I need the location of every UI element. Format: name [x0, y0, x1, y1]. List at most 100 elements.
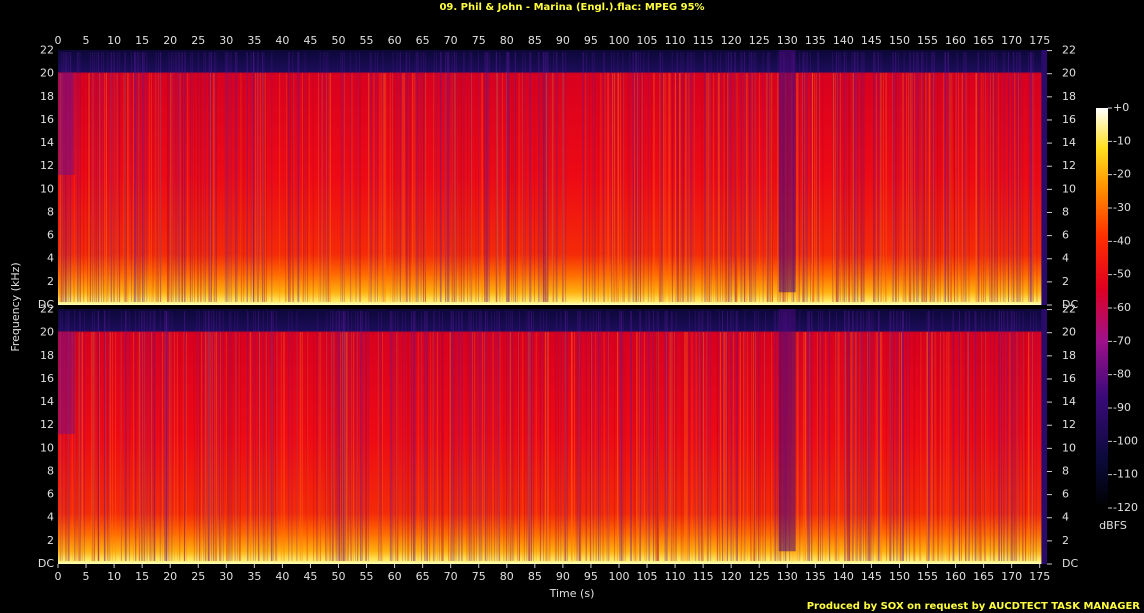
y-tick-label: 8 — [47, 464, 54, 477]
y-tick-label: 12 — [1062, 418, 1076, 431]
x-tick-label: 60 — [388, 570, 402, 583]
x-tick-label: 5 — [83, 34, 90, 47]
x-tick-label: 100 — [608, 34, 629, 47]
y-tick-label: 22 — [1062, 303, 1076, 316]
x-tick-label: 80 — [500, 570, 514, 583]
y-tick-label: 16 — [40, 372, 54, 385]
colorbar-label: dBFS — [1099, 519, 1127, 532]
y-tick-label: 2 — [1062, 534, 1069, 547]
x-tick-label: 120 — [721, 570, 742, 583]
y-tick-label: 6 — [47, 488, 54, 501]
x-tick-label: 150 — [889, 570, 910, 583]
x-tick-label: 30 — [219, 570, 233, 583]
x-tick-label: 25 — [191, 570, 205, 583]
y-tick-label: 18 — [1062, 349, 1076, 362]
y-tick-label: 14 — [40, 136, 54, 149]
spectrogram-panel — [58, 309, 1047, 564]
y-tick-label: DC — [38, 557, 54, 570]
y-tick-label: 14 — [40, 395, 54, 408]
x-tick-label: 125 — [749, 34, 770, 47]
y-tick-label: 6 — [1062, 488, 1069, 501]
y-tick-label: 2 — [1062, 275, 1069, 288]
x-tick-label: 35 — [247, 34, 261, 47]
x-tick-label: 105 — [637, 570, 658, 583]
y-tick-label: 12 — [1062, 159, 1076, 172]
texture — [778, 309, 796, 552]
colorbar-tick-label: -10 — [1113, 134, 1131, 147]
x-tick-label: 120 — [721, 34, 742, 47]
texture — [58, 331, 75, 434]
x-tick-label: 80 — [500, 34, 514, 47]
x-tick-label: 85 — [528, 570, 542, 583]
x-tick-label: 60 — [388, 34, 402, 47]
y-tick-label: DC — [38, 298, 54, 311]
y-tick-label: 12 — [40, 418, 54, 431]
x-tick-label: 90 — [556, 34, 570, 47]
y-tick-label: 16 — [1062, 113, 1076, 126]
y-tick-label: 4 — [1062, 252, 1069, 265]
x-tick-label: 40 — [275, 570, 289, 583]
y-tick-label: 10 — [40, 441, 54, 454]
x-tick-label: 45 — [303, 34, 317, 47]
y-tick-label: 20 — [40, 67, 54, 80]
y-tick-label: 6 — [1062, 229, 1069, 242]
footer: Produced by SOX on request by AUCDTECT T… — [807, 601, 1141, 612]
y-tick-label: 4 — [1062, 511, 1069, 524]
x-tick-label: 55 — [360, 34, 374, 47]
y-tick-label: 18 — [1062, 90, 1076, 103]
x-tick-label: 110 — [665, 570, 686, 583]
texture — [1041, 50, 1047, 305]
x-tick-label: 145 — [861, 570, 882, 583]
x-tick-label: 115 — [693, 34, 714, 47]
colorbar-tick-label: -60 — [1113, 301, 1131, 314]
y-tick-label: 18 — [40, 90, 54, 103]
colorbar-tick-label: -50 — [1113, 268, 1131, 281]
x-tick-label: 5 — [83, 570, 90, 583]
x-tick-label: 165 — [973, 34, 994, 47]
colorbar-tick-label: -120 — [1113, 501, 1138, 514]
x-tick-label: 100 — [608, 570, 629, 583]
texture — [58, 72, 75, 175]
y-tick-label: 14 — [1062, 136, 1076, 149]
x-tick-label: 85 — [528, 34, 542, 47]
x-tick-label: 135 — [805, 570, 826, 583]
x-tick-label: 75 — [472, 570, 486, 583]
y-tick-label: 8 — [1062, 205, 1069, 218]
y-tick-label: 2 — [47, 275, 54, 288]
y-tick-label: DC — [1062, 557, 1078, 570]
y-tick-label: 14 — [1062, 395, 1076, 408]
x-tick-label: 110 — [665, 34, 686, 47]
x-tick-label: 15 — [135, 34, 149, 47]
y-tick-label: 8 — [1062, 464, 1069, 477]
y-tick-label: 16 — [1062, 372, 1076, 385]
texture — [1041, 309, 1047, 564]
x-tick-label: 50 — [331, 570, 345, 583]
y-tick-label: 20 — [1062, 326, 1076, 339]
y-tick-label: 6 — [47, 229, 54, 242]
x-tick-label: 165 — [973, 570, 994, 583]
x-tick-label: 30 — [219, 34, 233, 47]
x-tick-label: 125 — [749, 570, 770, 583]
x-tick-label: 130 — [777, 34, 798, 47]
x-tick-label: 105 — [637, 34, 658, 47]
x-axis-label: Time (s) — [549, 587, 595, 600]
colorbar-tick-label: -100 — [1113, 434, 1138, 447]
x-tick-label: 115 — [693, 570, 714, 583]
x-tick-label: 20 — [163, 570, 177, 583]
x-tick-label: 155 — [917, 34, 938, 47]
x-tick-label: 0 — [55, 570, 62, 583]
y-tick-label: 18 — [40, 349, 54, 362]
y-tick-label: 4 — [47, 252, 54, 265]
x-tick-label: 170 — [1001, 570, 1022, 583]
x-tick-label: 145 — [861, 34, 882, 47]
y-tick-label: 10 — [1062, 441, 1076, 454]
y-tick-label: 16 — [40, 113, 54, 126]
y-tick-label: DC — [1062, 298, 1078, 311]
x-tick-label: 160 — [945, 570, 966, 583]
y-tick-label: 10 — [40, 182, 54, 195]
chart-title: 09. Phil & John - Marina (Engl.).flac: M… — [439, 2, 704, 13]
colorbar-tick-label: -20 — [1113, 168, 1131, 181]
colorbar — [1096, 108, 1108, 508]
